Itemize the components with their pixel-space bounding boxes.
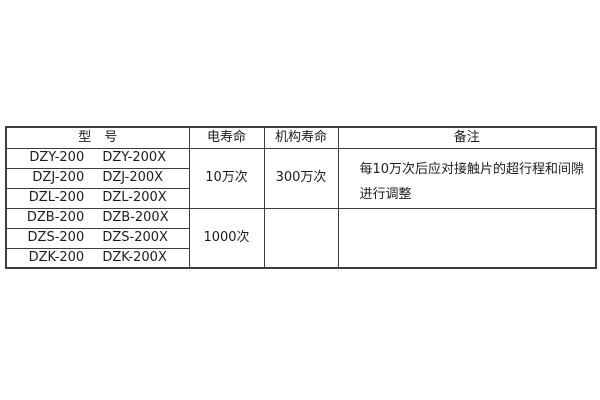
header-row: 型 号 电寿命 机构寿命 备注 [5, 126, 597, 149]
table-row: DZK-200 DZK-200X [5, 247, 596, 269]
remarks-cell: 每10万次后应对接触片的超行程和间隙 进行调整 [337, 147, 597, 209]
col-header-electrical-life: 电寿命 [188, 126, 265, 149]
table-row: DZL-200 DZL-200X [5, 187, 596, 209]
col-header-mechanism-life: 机构寿命 [263, 126, 339, 149]
model-name: DZY-200 [29, 149, 85, 165]
model-name: DZL-200 [28, 189, 85, 205]
table-row: DZJ-200 DZJ-200X [5, 167, 596, 189]
remarks-line: 每10万次后应对接触片的超行程和间隙 [359, 161, 585, 177]
model-name: DZS-200 [27, 229, 85, 245]
table-row: DZY-200 DZY-200X 10万次 300万次 每10万次后应对接触片的… [5, 147, 597, 209]
remarks-line: 进行调整 [359, 186, 412, 202]
col-header-remarks: 备注 [337, 126, 597, 149]
relay-life-spec-table: 型 号 电寿命 机构寿命 备注 DZY-200 DZY-200X 10万次 30… [5, 126, 597, 269]
model-name: DZL-200X [102, 189, 167, 205]
model-cell: DZK-200 DZK-200X [5, 247, 190, 269]
electrical-life-cell: 10万次 [188, 147, 265, 209]
mechanism-life-cell: 300万次 [263, 147, 339, 209]
electrical-life-cell: 1000次 [188, 207, 265, 269]
model-cell: DZS-200 DZS-200X [5, 227, 190, 249]
model-name: DZJ-200X [102, 169, 164, 185]
model-cell: DZY-200 DZY-200X [5, 147, 190, 169]
remarks-cell [337, 207, 597, 269]
col-header-model: 型 号 [5, 126, 190, 149]
model-name: DZK-200 [28, 249, 85, 265]
model-name: DZJ-200 [32, 169, 85, 185]
model-name: DZS-200X [102, 229, 168, 245]
model-cell: DZJ-200 DZJ-200X [5, 167, 190, 189]
table-row: DZB-200 DZB-200X 1000次 [5, 207, 597, 269]
model-name: DZK-200X [102, 249, 167, 265]
model-cell: DZB-200 DZB-200X [5, 207, 190, 229]
model-name: DZB-200 [26, 209, 85, 225]
mechanism-life-cell [263, 207, 339, 269]
model-name: DZB-200X [102, 209, 169, 225]
model-cell: DZL-200 DZL-200X [5, 187, 190, 209]
model-name: DZY-200X [102, 149, 167, 165]
